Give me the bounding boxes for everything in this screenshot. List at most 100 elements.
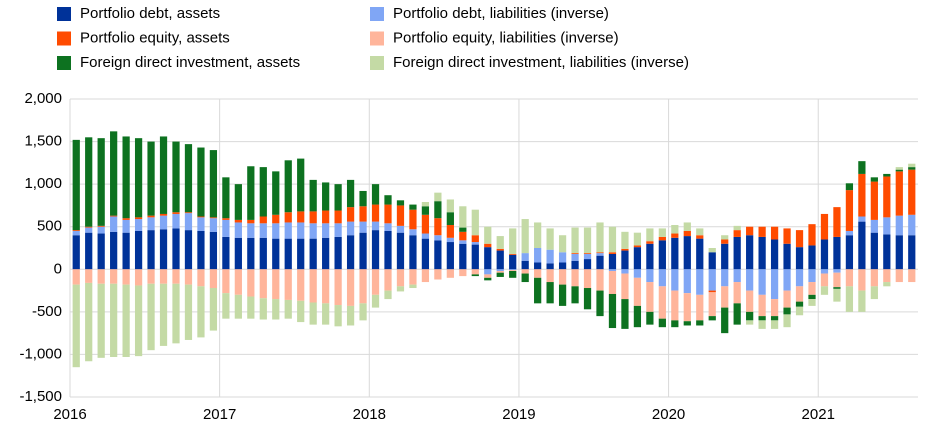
bar-segment [708,248,716,253]
bar-segment [247,166,255,220]
bar-segment [746,311,754,321]
bar-segment [172,213,180,229]
legend-label: Foreign direct investment, assets [80,54,300,71]
bar-segment [608,293,617,329]
bar-segment [608,269,617,271]
bar-segment [334,210,342,224]
bar-segment [633,232,642,246]
bar-segment [496,269,504,271]
bar-segment [134,138,143,218]
bar-segment [297,300,305,323]
bar-segment [521,269,529,274]
bar-segment [608,270,617,294]
bar-segment [222,236,230,270]
bar-segment [484,277,492,281]
bar-segment [85,227,93,233]
bar-segment [284,299,292,319]
bar-segment [147,215,155,218]
bar-segment [446,225,454,238]
bar-segment [334,223,342,237]
bar-segment [509,254,517,270]
bar-segment [870,219,878,233]
bar-segment [446,269,454,278]
bar-segment [259,167,267,217]
bar-segment [509,253,517,255]
bar-segment [309,179,317,212]
bar-segment [820,273,829,287]
bar-segment [571,227,579,254]
bar-segment [359,221,367,233]
legend-swatch [57,56,71,70]
bar-segment [110,216,118,232]
bar-segment [770,226,779,240]
bar-segment [284,222,292,239]
bar-segment [883,269,891,283]
bar-segment [758,236,766,270]
bar-segment [222,219,230,237]
bar-segment [596,222,604,253]
bar-segment [770,299,779,317]
bar-segment [134,269,143,286]
bar-segment [459,269,467,277]
y-tick-label: 0 [54,260,62,277]
bar-segment [671,233,679,238]
bar-segment [434,192,442,202]
bar-segment [122,219,130,233]
bar-segment [621,248,629,251]
bar-segment [646,311,654,325]
bar-segment [147,283,155,351]
bar-segment [97,233,105,270]
bar-segment [147,141,155,216]
bar-segment [721,239,729,244]
bar-segment [85,226,93,228]
bar-segment [770,320,779,329]
bar-segment [396,225,405,233]
bar-segment [571,253,579,254]
bar-segment [371,184,380,205]
bar-segment [534,248,542,263]
bar-segment [883,217,891,235]
bar-segment [197,269,205,287]
bar-segment [110,269,118,284]
bar-segment [546,228,554,250]
bar-segment [309,238,317,270]
bar-segment [646,243,654,270]
bar-segment [895,169,903,172]
bar-segment [484,274,492,278]
bar-segment [384,290,392,300]
bar-segment [97,225,105,227]
bar-segment [496,272,504,277]
bar-segment [134,285,143,357]
bar-segment [309,269,317,303]
bar-segment [571,286,579,304]
bar-segment [521,273,529,283]
bar-segment [908,169,916,215]
bar-segment [172,212,180,214]
bar-segment [471,244,479,270]
bar-segment [396,269,405,287]
bar-segment [471,242,479,245]
bar-segment [721,286,729,308]
bar-segment [184,213,193,231]
bar-segment [222,177,230,219]
bar-segment [770,316,779,321]
bar-segment [396,286,405,292]
bar-segment [845,190,854,231]
bar-segment [284,238,292,270]
bar-segment [259,298,267,320]
bar-segment [259,237,267,270]
bar-segment [795,306,804,316]
bar-segment [384,230,392,270]
bar-segment [870,269,878,287]
bar-segment [172,141,180,213]
bar-segment [459,231,467,241]
bar-segment [558,284,567,306]
bar-segment [721,243,729,270]
bar-segment [384,223,392,231]
bar-segment [122,269,130,285]
bar-segment [708,316,716,321]
bar-segment [359,303,367,321]
bar-segment [496,236,504,249]
bar-segment [808,294,816,300]
bar-segment [521,219,529,254]
